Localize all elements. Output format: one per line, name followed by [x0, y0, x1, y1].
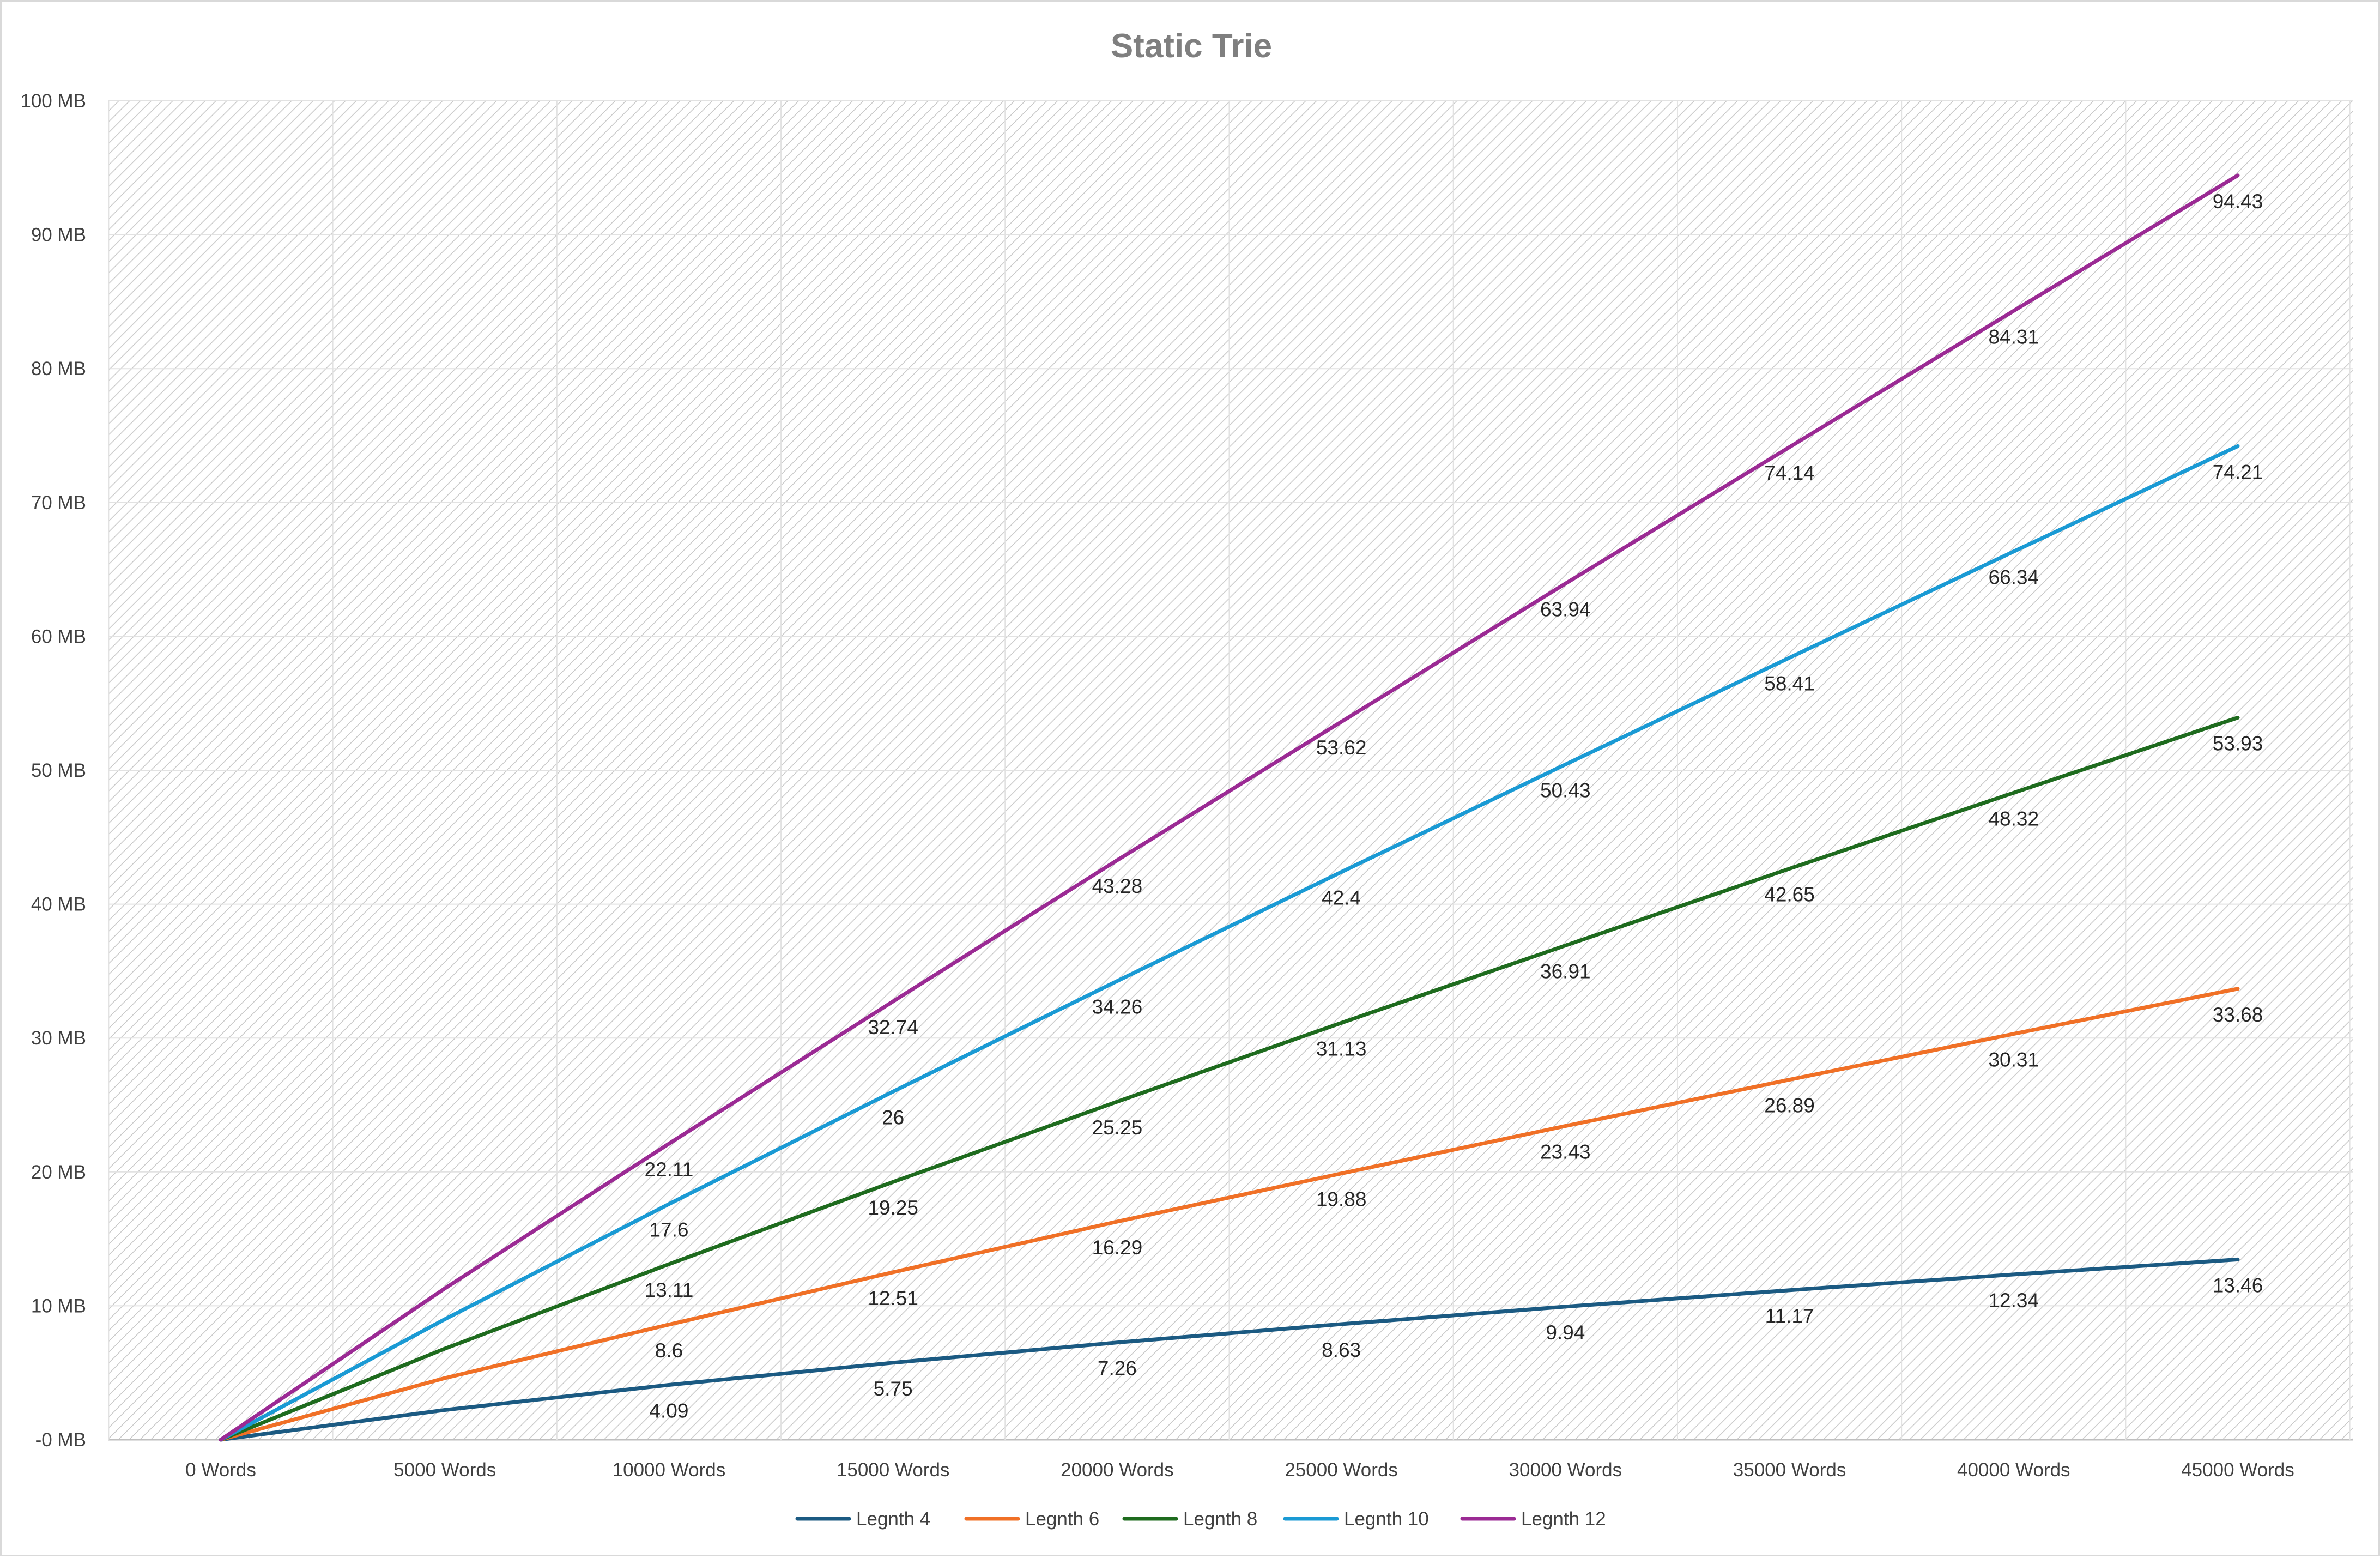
data-label: 34.26	[1092, 996, 1143, 1018]
legend-item: Legnth 10	[1283, 1508, 1429, 1530]
data-label: 32.74	[868, 1016, 918, 1038]
x-tick-label: 10000 Words	[613, 1459, 726, 1481]
x-tick-label: 5000 Words	[393, 1459, 496, 1481]
y-tick-label: -0 MB	[35, 1429, 86, 1451]
series-line-1	[219, 1257, 2240, 1442]
data-label: 26.89	[1764, 1095, 1815, 1117]
legend-item: Legnth 8	[1122, 1508, 1257, 1530]
x-tick-label: 25000 Words	[1285, 1459, 1398, 1481]
series-line-2	[219, 987, 2240, 1442]
data-label: 43.28	[1092, 875, 1143, 897]
data-label: 31.13	[1316, 1037, 1367, 1060]
data-label: 8.63	[1322, 1339, 1361, 1361]
data-label: 12.34	[1988, 1289, 2039, 1312]
data-label: 22.11	[645, 1158, 694, 1181]
y-tick-label: 50 MB	[31, 760, 86, 781]
y-tick-label: 70 MB	[31, 492, 86, 514]
data-label: 23.43	[1540, 1141, 1591, 1163]
legend-item: Legnth 12	[1460, 1508, 1606, 1530]
legend-label: Legnth 4	[856, 1508, 930, 1530]
data-label: 17.6	[649, 1219, 688, 1241]
data-label: 26	[882, 1106, 904, 1128]
y-tick-label: 20 MB	[31, 1162, 86, 1183]
data-label: 42.65	[1764, 884, 1815, 906]
data-label: 8.6	[655, 1339, 683, 1362]
legend-label: Legnth 6	[1025, 1508, 1099, 1530]
data-label: 19.88	[1316, 1188, 1367, 1211]
x-tick-label: 20000 Words	[1061, 1459, 1174, 1481]
legend-item: Legnth 4	[795, 1508, 930, 1530]
data-label: 12.51	[868, 1287, 918, 1309]
data-label: 13.46	[2213, 1274, 2263, 1296]
gridlines	[108, 100, 2353, 1441]
legend-item: Legnth 6	[964, 1508, 1099, 1530]
y-tick-label: 30 MB	[31, 1028, 86, 1049]
data-label: 58.41	[1764, 672, 1815, 695]
series-line-3	[219, 716, 2240, 1442]
chart-title: Static Trie	[1111, 27, 1272, 65]
legend-label: Legnth 10	[1344, 1508, 1429, 1530]
data-label: 25.25	[1092, 1116, 1143, 1139]
legend-label: Legnth 8	[1183, 1508, 1257, 1530]
data-label: 63.94	[1540, 599, 1591, 621]
data-label: 66.34	[1988, 566, 2039, 589]
data-label: 4.09	[649, 1400, 688, 1422]
data-label: 84.31	[1988, 325, 2039, 348]
x-tick-label: 45000 Words	[2181, 1459, 2294, 1481]
legend-label: Legnth 12	[1521, 1508, 1606, 1530]
y-tick-label: 60 MB	[31, 626, 86, 647]
x-tick-label: 15000 Words	[837, 1459, 950, 1481]
x-tick-label: 35000 Words	[1733, 1459, 1846, 1481]
y-axis: -0 MB 10 MB 20 MB 30 MB 40 MB 50 MB 60 MB 70 MB…	[20, 90, 86, 1451]
series-lines	[219, 173, 2240, 1442]
x-tick-label: 30000 Words	[1509, 1459, 1622, 1481]
y-tick-label: 10 MB	[31, 1295, 86, 1317]
y-tick-label: 40 MB	[31, 894, 86, 915]
y-tick-label: 80 MB	[31, 358, 86, 379]
data-label: 36.91	[1540, 960, 1591, 982]
data-label: 19.25	[868, 1197, 918, 1219]
data-label: 5.75	[874, 1378, 913, 1400]
series-line-5	[219, 173, 2240, 1442]
series-line-4	[219, 444, 2240, 1442]
y-tick-label: 90 MB	[31, 225, 86, 246]
x-tick-label: 0 Words	[185, 1459, 256, 1481]
data-labels: 4.09 5.75 7.26 8.63 9.94 11.17 12.34 13.46 8.6 12…	[645, 190, 2263, 1422]
data-label: 94.43	[2213, 190, 2263, 213]
data-label: 33.68	[2213, 1004, 2263, 1026]
x-axis: 0 Words 5000 Words 10000 Words 15000 Words 2…	[185, 1459, 2294, 1481]
data-label: 50.43	[1540, 779, 1591, 801]
data-label: 53.93	[2213, 732, 2263, 754]
data-label: 48.32	[1988, 807, 2039, 830]
data-label: 53.62	[1316, 736, 1367, 759]
data-label: 74.21	[2213, 461, 2263, 483]
data-label: 11.17	[1765, 1305, 1814, 1327]
data-label: 30.31	[1988, 1049, 2039, 1071]
data-label: 13.11	[645, 1279, 694, 1301]
data-label: 16.29	[1092, 1236, 1143, 1259]
data-label: 9.94	[1546, 1321, 1585, 1344]
data-label: 74.14	[1764, 462, 1815, 484]
data-label: 7.26	[1098, 1357, 1137, 1380]
y-tick-label: 100 MB	[20, 90, 86, 112]
x-tick-label: 40000 Words	[1957, 1459, 2070, 1481]
legend: Legnth 4 Legnth 6 Legnth 8 Legnth 10 Legnth …	[795, 1508, 1606, 1530]
data-label: 42.4	[1322, 887, 1361, 909]
